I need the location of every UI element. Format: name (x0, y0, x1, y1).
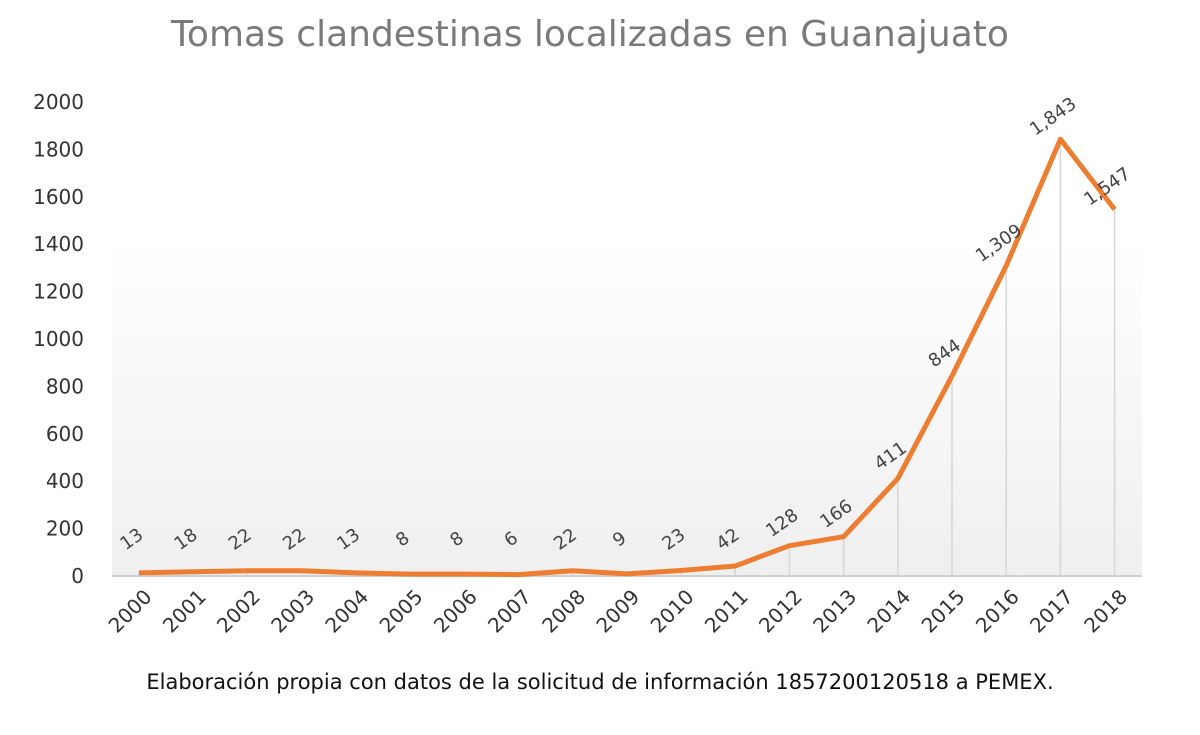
x-tick-label: 2004 (320, 585, 373, 638)
x-tick-label: 2007 (483, 585, 536, 638)
x-tick-label: 2000 (104, 585, 157, 638)
y-tick-label: 1000 (33, 327, 84, 351)
x-tick-label: 2011 (700, 585, 753, 638)
x-tick-label: 2006 (429, 585, 482, 638)
x-tick-label: 2002 (212, 585, 265, 638)
series-line (138, 136, 1117, 578)
x-tick-label: 2015 (917, 585, 970, 638)
y-tick-label: 1200 (33, 280, 84, 304)
data-label: 1,843 (1026, 93, 1080, 140)
y-tick-label: 1600 (33, 185, 84, 209)
plot-area (112, 240, 1142, 576)
y-tick-label: 1400 (33, 232, 84, 256)
y-tick-label: 200 (46, 517, 84, 541)
x-tick-label: 2001 (158, 585, 211, 638)
x-tick-label: 2003 (266, 585, 319, 638)
x-tick-label: 2008 (537, 585, 590, 638)
x-tick-label: 2016 (971, 585, 1024, 638)
y-tick-label: 1800 (33, 137, 84, 161)
x-tick-label: 2014 (862, 585, 915, 638)
x-tick-label: 2012 (754, 585, 807, 638)
y-tick-label: 400 (46, 469, 84, 493)
y-tick-label: 0 (71, 564, 84, 588)
x-tick-label: 2017 (1025, 585, 1078, 638)
x-tick-label: 2013 (808, 585, 861, 638)
source-note: Elaboración propia con datos de la solic… (146, 670, 1054, 694)
x-tick-label: 2009 (591, 585, 644, 638)
x-tick-label: 2005 (375, 585, 428, 638)
y-tick-label: 800 (46, 374, 84, 398)
y-tick-label: 600 (46, 422, 84, 446)
x-tick-label: 2010 (646, 585, 699, 638)
chart-title: Tomas clandestinas localizadas en Guanaj… (171, 14, 1009, 55)
y-tick-label: 2000 (33, 90, 84, 114)
x-tick-label: 2018 (1079, 585, 1132, 638)
